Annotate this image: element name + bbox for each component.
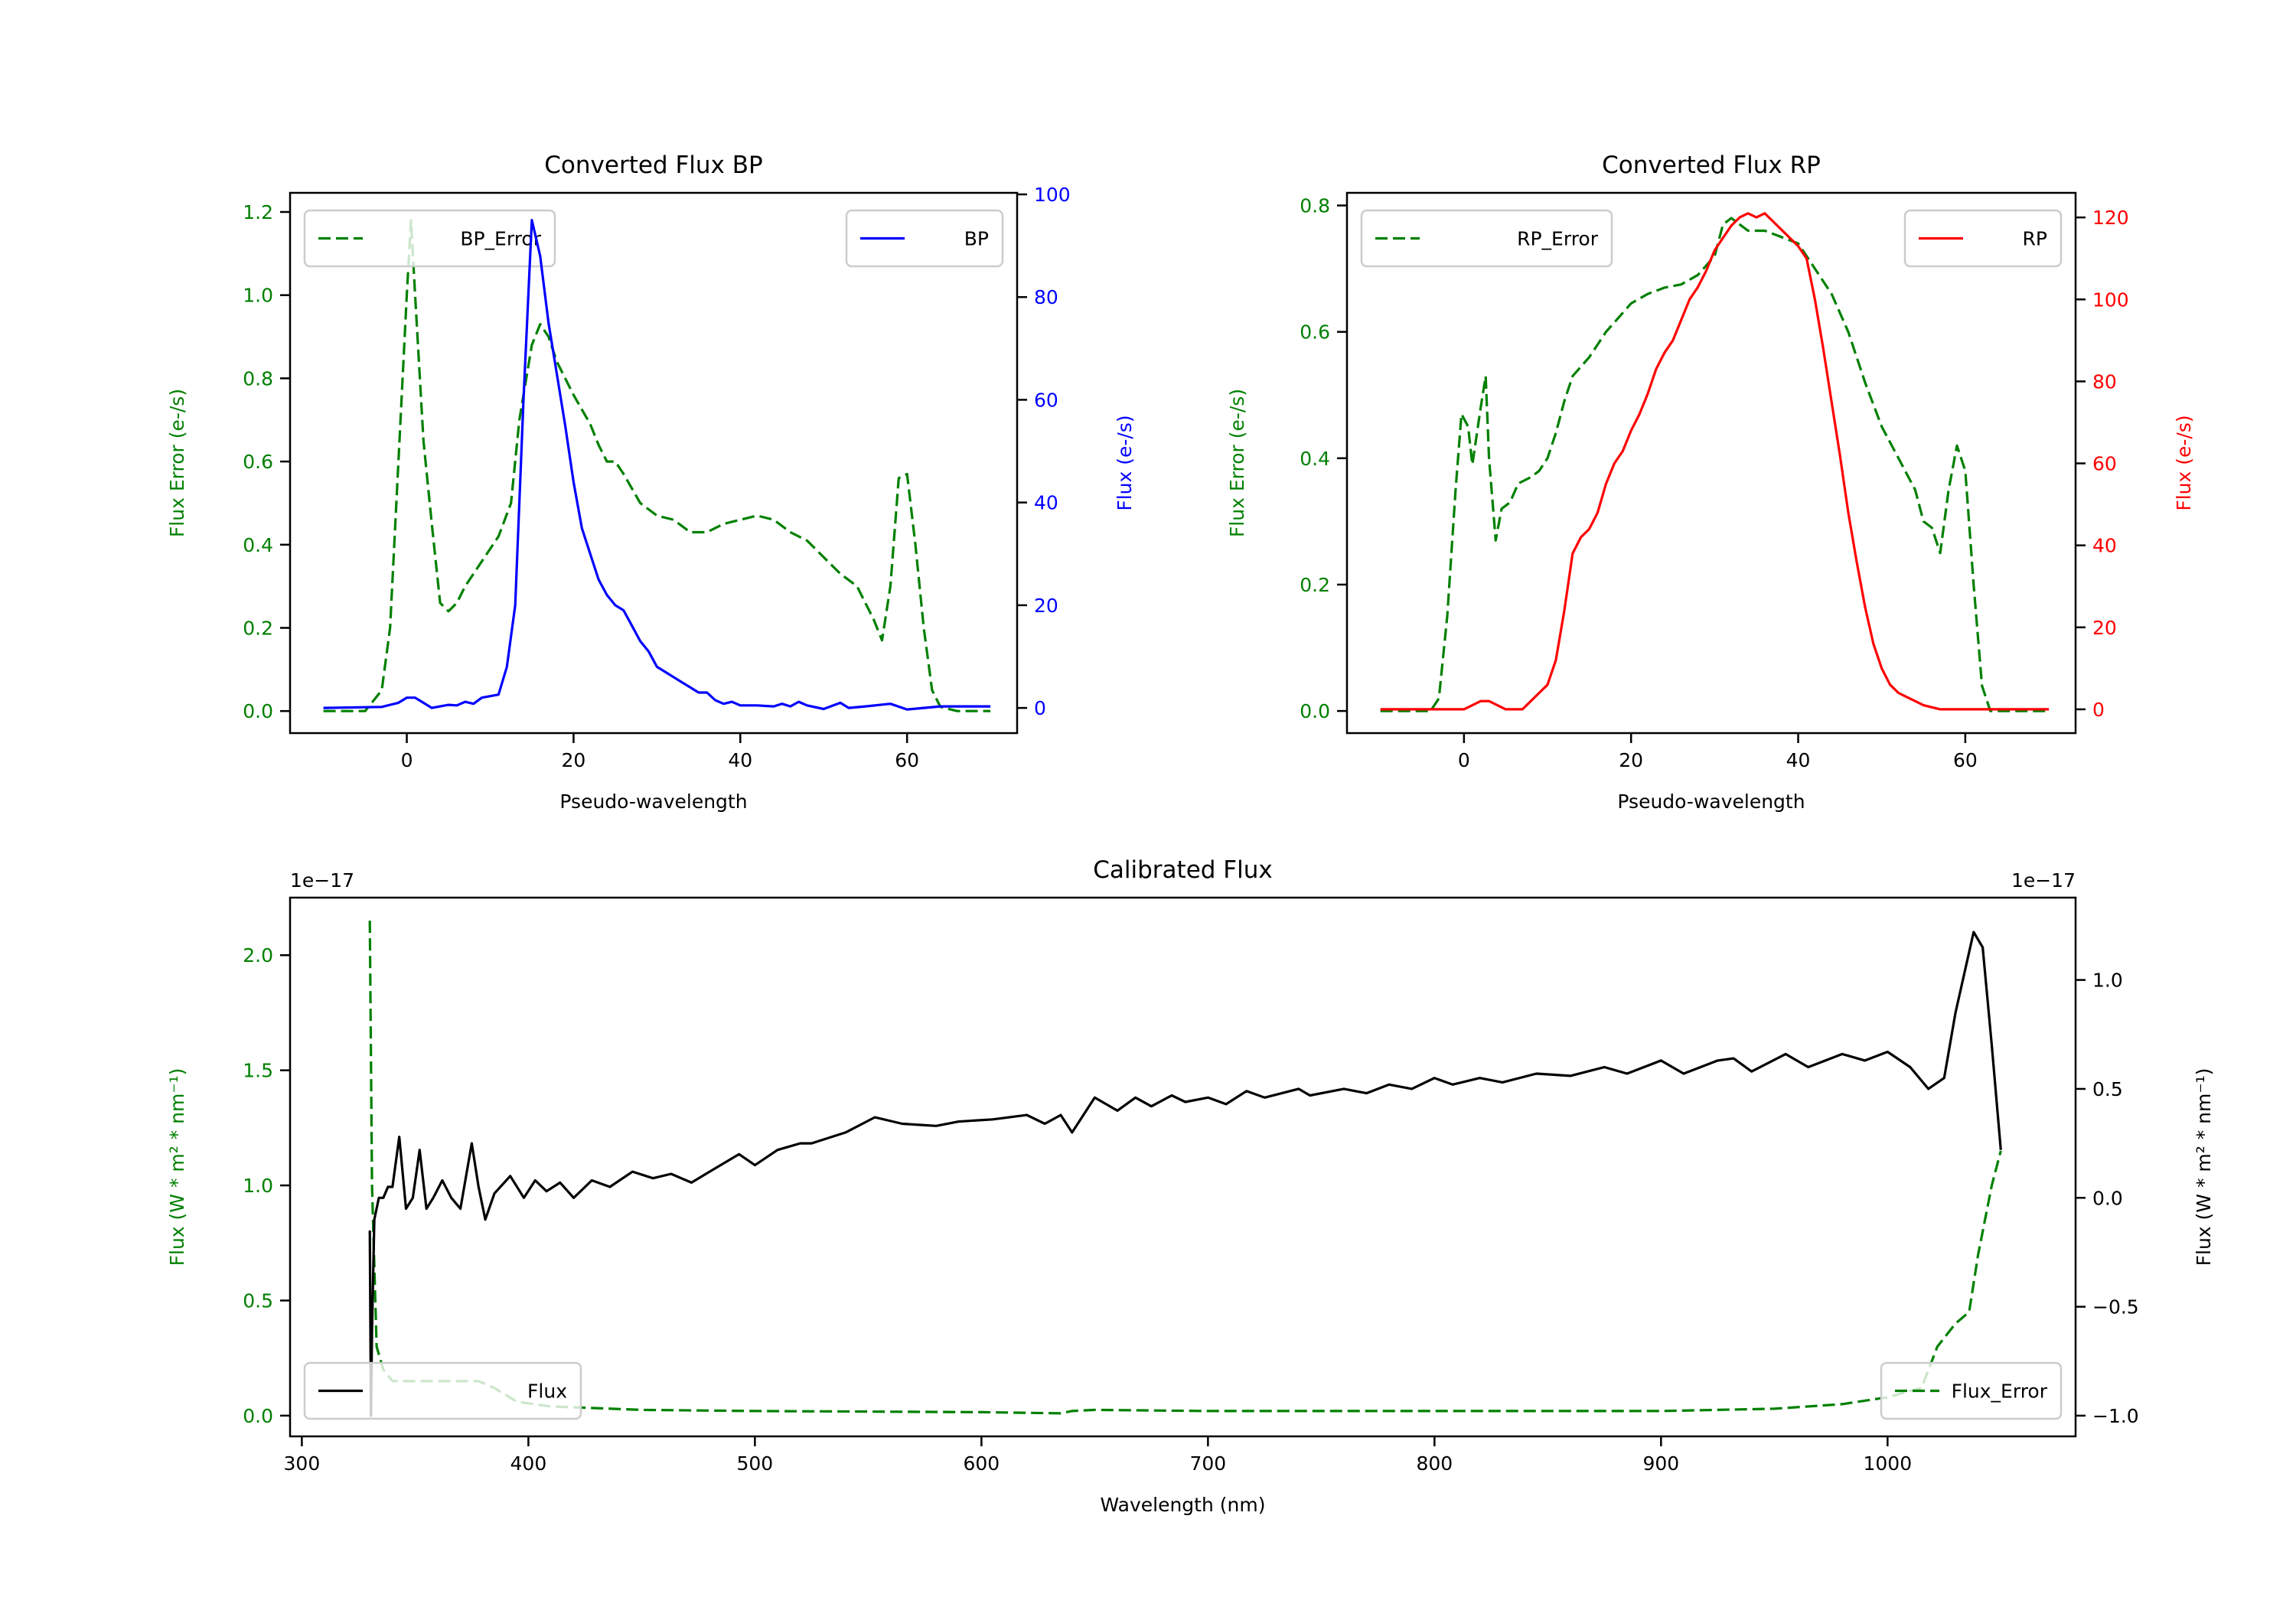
y-tick-label-left: 0.6 [243,451,273,473]
y-axis-label-left: Flux (W * m² * nm⁻¹) [166,1068,188,1266]
y-tick-label-left: 0.6 [1300,321,1330,344]
y-tick-label-left: 0.2 [243,617,273,639]
subplot-calibrated-flux: Calibrated Flux 300 400 500 600 700 800 900 1000… [166,856,2215,1516]
legend-rp: RP [1903,209,2063,268]
y-tick-label-right: 60 [1034,389,1058,411]
chart-title: Converted Flux RP [1602,152,1821,179]
y-tick-label-left: 2.0 [243,944,273,966]
legend-label: BP [964,228,989,250]
y-tick-label-left: 0.2 [1300,574,1330,596]
legend-label: BP_Error [460,228,541,250]
legend-label: Flux [527,1380,567,1403]
y-tick-label-left: 0.0 [243,1405,273,1427]
offset-text-left: 1e−17 [290,869,354,892]
y-tick-label-right: −1.0 [2092,1405,2139,1427]
x-axis-label: Wavelength (nm) [1101,1494,1266,1516]
x-tick-label: 1000 [1864,1452,1913,1475]
series-line-rp [1380,212,2050,711]
x-tick-label: 500 [737,1452,774,1475]
y-tick-label-left: 1.2 [243,201,273,223]
legend-bp: BP [845,209,1004,268]
y-tick-label-left: 0.4 [1300,448,1330,470]
y-axis-label-right: Flux (e-/s) [1114,415,1136,510]
x-tick-label: 40 [728,749,752,771]
y-tick-label-right: 1.0 [2092,970,2123,992]
offset-text-right: 1e−17 [2011,869,2076,892]
y-tick-label-right: 60 [2092,453,2117,475]
y-axis-label-right: Flux (W * m² * nm⁻¹) [2193,1068,2215,1266]
y-tick-label-left: 0.0 [1300,700,1330,722]
chart-title: Converted Flux BP [544,152,762,179]
series-line-bp [323,219,991,711]
legend-frame [845,209,1004,268]
x-tick-label: 20 [1619,749,1643,771]
legend-label: RP [2023,228,2047,250]
legend-frame [1880,1361,2063,1420]
y-tick-label-right: −0.5 [2092,1296,2139,1319]
y-tick-label-left: 1.0 [243,285,273,307]
x-tick-label: 0 [401,749,413,771]
series-line-flux [368,931,2002,1417]
y-tick-label-right: 80 [1034,286,1058,308]
legend-flux-error: Flux_Error [1880,1361,2063,1420]
y-tick-label-right: 0.0 [2092,1187,2123,1209]
x-tick-label: 800 [1416,1452,1453,1475]
x-tick-label: 300 [284,1452,321,1475]
x-tick-label: 0 [1458,749,1470,771]
y-tick-label-right: 100 [2092,288,2129,311]
y-tick-label-right: 40 [1034,492,1058,514]
legend-flux: Flux [303,1361,582,1420]
y-tick-label-left: 0.8 [1300,195,1330,217]
x-tick-label: 700 [1189,1452,1226,1475]
legend-rp-error: RP_Error [1360,209,1613,268]
x-tick-label: 60 [1953,749,1978,771]
y-axis-label-left: Flux Error (e-/s) [166,389,188,537]
y-tick-label-right: 0 [2092,699,2105,721]
chart-title: Calibrated Flux [1093,856,1272,884]
y-tick-label-left: 0.5 [243,1289,273,1312]
x-axis-label: Pseudo-wavelength [559,790,747,813]
y-tick-label-right: 40 [2092,535,2117,557]
y-tick-label-right: 80 [2092,370,2117,393]
legend-label: Flux_Error [1952,1380,2048,1403]
y-tick-label-right: 100 [1034,184,1071,206]
x-axis-label: Pseudo-wavelength [1617,790,1805,813]
legend-frame [303,209,556,268]
legend-frame [1903,209,2063,268]
axes-frame [289,191,1019,735]
x-tick-label: 900 [1642,1452,1679,1475]
x-tick-label: 400 [510,1452,547,1475]
y-axis-label-left: Flux Error (e-/s) [1226,389,1248,537]
x-tick-label: 60 [895,749,919,771]
y-tick-label-right: 0 [1034,697,1046,719]
legend-bp-error: BP_Error [303,209,556,268]
axes-frame [1345,191,2077,735]
y-tick-label-right: 20 [1034,595,1058,617]
y-tick-label-left: 1.5 [243,1060,273,1082]
x-tick-label: 600 [964,1452,1000,1475]
subplot-converted-flux-bp: Converted Flux BP 0 20 40 60 0.0 0.2 0.4 0.6 0.8 1… [166,152,1136,813]
x-tick-label: 20 [562,749,586,771]
y-axis-label-right: Flux (e-/s) [2173,415,2195,510]
y-tick-label-right: 20 [2092,617,2117,639]
y-tick-label-right: 120 [2092,207,2129,229]
y-tick-label-left: 0.4 [243,534,273,556]
series-line-bp-error [323,219,991,712]
y-tick-label-left: 0.0 [243,700,273,722]
legend-label: RP_Error [1517,228,1599,250]
x-tick-label: 40 [1786,749,1811,771]
y-tick-label-right: 0.5 [2092,1078,2123,1100]
subplot-converted-flux-rp: Converted Flux RP 0 20 40 60 0.0 0.2 0.4 0.6 0.8 0… [1226,152,2195,813]
y-tick-label-left: 1.0 [243,1175,273,1197]
axes-frame [289,896,2077,1438]
legend-frame [303,1361,582,1420]
legend-frame [1360,209,1613,268]
y-tick-label-left: 0.8 [243,367,273,390]
